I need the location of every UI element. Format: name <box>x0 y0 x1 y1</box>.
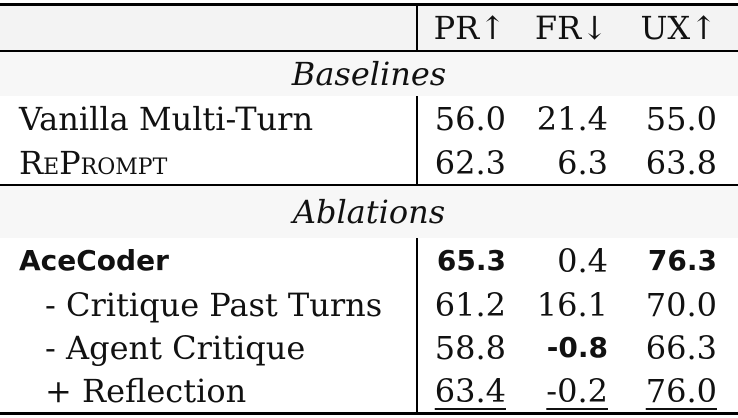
cell-ux: 55.0 <box>645 99 717 138</box>
cell-pr: 56.0 <box>434 99 506 138</box>
cell-pr: 58.8 <box>434 328 506 367</box>
cell-fr: 16.1 <box>536 285 608 324</box>
section-title: Baselines <box>291 55 447 93</box>
section-title: Ablations <box>292 193 446 231</box>
column-header-pr: PR↑ <box>433 9 506 47</box>
row-label-text: RePrompt <box>19 143 168 182</box>
cell-ux: 66.3 <box>645 328 717 367</box>
cell-fr: 6.3 <box>557 143 608 182</box>
row-label: - Agent Critique <box>0 326 418 369</box>
header-bottom-rule <box>0 50 738 52</box>
column-header-row: PR↑ FR↓ UX↑ <box>0 6 738 50</box>
cell-fr: -0.8 <box>546 331 608 364</box>
row-label: RePrompt <box>0 141 418 184</box>
table-row-agent-critique: - Agent Critique 58.8 -0.8 66.3 <box>0 326 738 369</box>
cell-fr: -0.2 <box>506 369 608 412</box>
section-header-baselines: Baselines <box>0 52 738 96</box>
cell-ux: 76.0 <box>608 369 738 412</box>
cell-fr: 0.4 <box>557 241 608 280</box>
column-header-ux: UX↑ <box>640 9 717 47</box>
section-divider-rule <box>0 184 738 186</box>
cell-ux: 70.0 <box>645 285 717 324</box>
row-label: AceCoder <box>0 238 418 283</box>
table-row-reflection: + Reflection 63.4 -0.2 76.0 <box>0 369 738 412</box>
cell-fr-value: -0.2 <box>546 371 608 410</box>
table-row-vanilla-multi-turn: Vanilla Multi-Turn 56.0 21.4 55.0 <box>0 96 738 141</box>
cell-ux: 76.3 <box>647 244 717 277</box>
cell-ux: 63.8 <box>645 143 717 182</box>
cell-pr: 62.3 <box>434 143 506 182</box>
cell-pr: 61.2 <box>434 285 506 324</box>
cell-pr: 65.3 <box>436 244 506 277</box>
column-header-fr: FR↓ <box>534 9 608 47</box>
table-row-critique-past-turns: - Critique Past Turns 61.2 16.1 70.0 <box>0 283 738 326</box>
header-empty-cell <box>0 6 418 50</box>
table-bottom-rule <box>0 412 738 415</box>
row-label: + Reflection <box>0 369 418 412</box>
table-top-rule <box>0 3 738 6</box>
row-label: - Critique Past Turns <box>0 283 418 326</box>
cell-pr: 63.4 <box>418 369 506 412</box>
cell-ux-value: 76.0 <box>645 371 717 410</box>
cell-fr: 21.4 <box>536 99 608 138</box>
table-row-reprompt: RePrompt 62.3 6.3 63.8 <box>0 141 738 184</box>
row-label-text: AceCoder <box>19 244 169 277</box>
row-label: Vanilla Multi-Turn <box>0 96 418 141</box>
section-header-ablations: Ablations <box>0 186 738 238</box>
table-row-acecoder: AceCoder 65.3 0.4 76.3 <box>0 238 738 283</box>
cell-pr-value: 63.4 <box>434 371 506 410</box>
